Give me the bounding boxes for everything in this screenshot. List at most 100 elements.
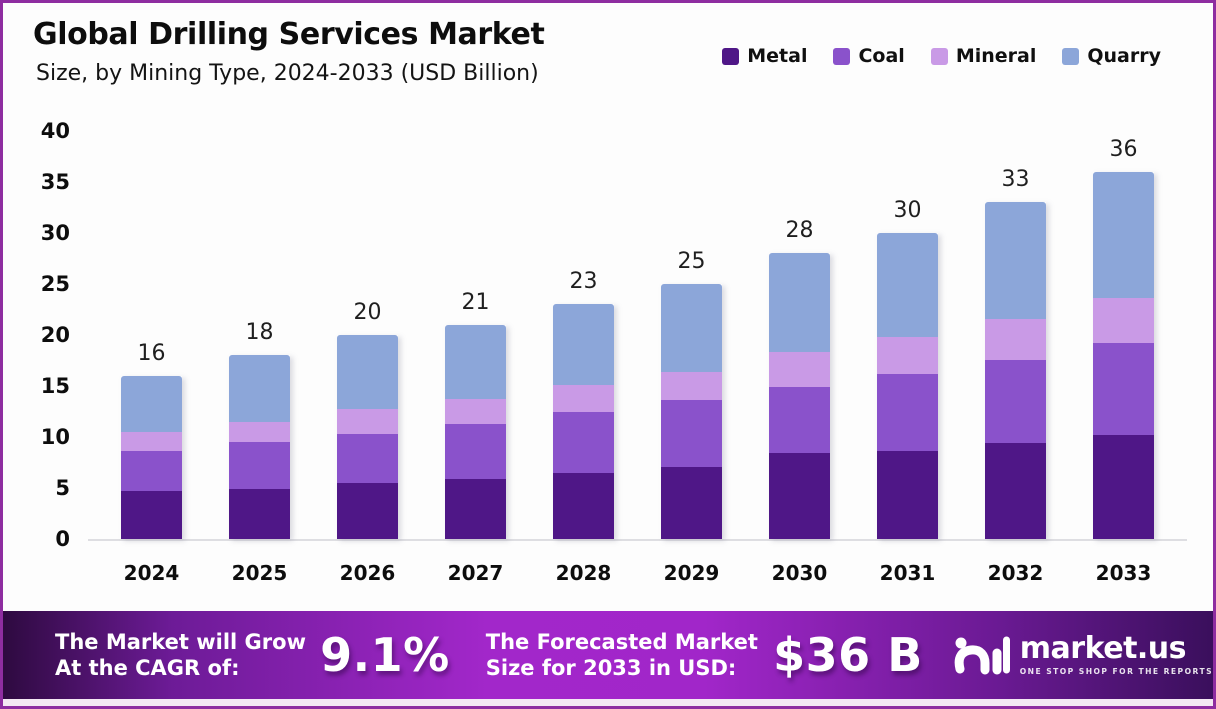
bar-segment-metal-2024 <box>121 491 182 539</box>
bar-segment-coal-2028 <box>553 411 614 473</box>
bar-segment-metal-2027 <box>445 478 506 539</box>
forecast-label: The Forecasted Market Size for 2033 in U… <box>486 629 763 682</box>
banner-bottom-strip <box>3 699 1213 706</box>
bar-2029: 25 2029 <box>661 133 722 585</box>
bar-stack-2026 <box>337 335 398 539</box>
bar-total-label-2031: 30 <box>893 198 922 223</box>
legend-swatch-icon <box>930 47 948 65</box>
bar-segment-quarry-2031 <box>877 233 938 338</box>
bar-segment-metal-2032 <box>985 443 1046 539</box>
forecast-label-line2: Size for 2033 in USD: <box>485 656 737 680</box>
y-axis-tick-40: 40 <box>40 119 70 143</box>
bar-segment-coal-2025 <box>229 442 290 490</box>
bar-2031: 30 2031 <box>877 133 938 585</box>
logo-tagline: ONE STOP SHOP FOR THE REPORTS <box>1019 667 1213 676</box>
bar-total-label-2029: 25 <box>677 249 706 274</box>
bar-segment-quarry-2026 <box>337 335 398 410</box>
cagr-label-line1: The Market will Grow <box>55 629 306 654</box>
page-subtitle: Size, by Mining Type, 2024-2033 (USD Bil… <box>36 61 539 86</box>
forecast-label-line1: The Forecasted Market <box>485 629 758 654</box>
cagr-label: The Market will Grow At the CAGR of: <box>55 629 306 682</box>
bar-segment-mineral-2032 <box>985 318 1046 360</box>
bar-total-label-2032: 33 <box>1001 167 1030 193</box>
bar-segment-mineral-2027 <box>445 399 506 424</box>
bar-segment-quarry-2024 <box>121 375 182 432</box>
legend-label: Coal <box>858 45 905 67</box>
bar-total-label-2028: 23 <box>569 269 598 295</box>
bar-segment-coal-2033 <box>1093 343 1154 435</box>
legend-swatch-icon <box>722 47 740 65</box>
legend-label: Mineral <box>955 45 1037 67</box>
bar-segment-coal-2031 <box>877 373 938 452</box>
bar-segment-coal-2029 <box>661 400 722 467</box>
bar-2026: 20 2026 <box>337 133 398 585</box>
x-axis-label-2028: 2028 <box>555 561 612 585</box>
bar-segment-mineral-2024 <box>121 431 182 452</box>
bar-segment-coal-2030 <box>769 387 830 454</box>
y-axis-tick-10: 10 <box>40 425 70 449</box>
x-axis-label-2026: 2026 <box>339 561 396 585</box>
y-axis-tick-35: 35 <box>40 170 70 194</box>
bar-segment-metal-2026 <box>337 482 398 539</box>
x-axis-label-2029: 2029 <box>663 561 720 585</box>
forecast-value: $36 B <box>773 628 923 682</box>
chart-legend: Metal Coal Mineral Quarry <box>722 45 1161 67</box>
x-axis-label-2025: 2025 <box>231 561 288 585</box>
bar-segment-metal-2028 <box>553 472 614 539</box>
y-axis-tick-5: 5 <box>55 476 70 500</box>
x-axis-label-2032: 2032 <box>987 561 1044 585</box>
bar-segment-quarry-2030 <box>769 253 830 353</box>
logo-name: market.us <box>1019 631 1187 666</box>
bar-2024: 16 2024 <box>121 133 182 585</box>
bar-segment-metal-2029 <box>661 466 722 539</box>
bar-2025: 18 2025 <box>229 133 290 585</box>
bar-stack-2029 <box>661 284 722 539</box>
bar-segment-quarry-2032 <box>985 202 1046 319</box>
summary-banner: The Market will Grow At the CAGR of: 9.1… <box>3 611 1213 699</box>
bar-segment-coal-2026 <box>337 433 398 483</box>
legend-item-coal: Coal <box>833 45 905 67</box>
page-title: Global Drilling Services Market <box>33 17 545 52</box>
x-axis-label-2030: 2030 <box>771 561 828 585</box>
bar-segment-metal-2033 <box>1093 434 1154 539</box>
bar-total-label-2024: 16 <box>137 340 166 366</box>
legend-item-quarry: Quarry <box>1062 45 1161 67</box>
bar-segment-quarry-2028 <box>553 304 614 385</box>
y-axis-tick-20: 20 <box>40 323 70 347</box>
bar-stack-2031 <box>877 233 938 539</box>
market-us-logo-icon <box>954 636 1010 675</box>
bar-segment-mineral-2033 <box>1093 298 1154 344</box>
bar-stack-2027 <box>445 324 506 539</box>
bar-segment-mineral-2029 <box>661 371 722 401</box>
x-axis-label-2027: 2027 <box>447 561 504 585</box>
bar-2030: 28 2030 <box>769 133 830 585</box>
logo-text-block: market.us ONE STOP SHOP FOR THE REPORTS <box>1019 631 1213 677</box>
bar-2027: 21 2027 <box>445 133 506 585</box>
bar-2032: 33 2032 <box>985 133 1046 585</box>
legend-swatch-icon <box>833 47 851 65</box>
y-axis-tick-30: 30 <box>40 221 70 245</box>
bar-segment-metal-2031 <box>877 451 938 539</box>
bar-total-label-2027: 21 <box>461 289 490 315</box>
bar-2028: 23 2028 <box>553 133 614 585</box>
bar-stack-2032 <box>985 202 1046 539</box>
market-us-logo: market.us ONE STOP SHOP FOR THE REPORTS <box>953 631 1213 679</box>
legend-label: Metal <box>747 45 808 67</box>
bar-segment-mineral-2030 <box>769 352 830 388</box>
bar-segment-mineral-2025 <box>229 421 290 443</box>
cagr-value: 9.1% <box>320 628 450 682</box>
bar-stack-2033 <box>1093 171 1154 539</box>
x-axis-label-2024: 2024 <box>123 561 180 585</box>
bar-segment-mineral-2031 <box>877 337 938 374</box>
bar-segment-coal-2024 <box>121 451 182 492</box>
bar-segment-quarry-2033 <box>1093 171 1154 299</box>
legend-label: Quarry <box>1087 45 1161 67</box>
bar-stack-2024 <box>121 375 182 539</box>
bar-segment-mineral-2026 <box>337 409 398 434</box>
legend-swatch-icon <box>1062 47 1080 65</box>
y-axis-tick-25: 25 <box>40 272 70 296</box>
y-axis: 0 5 10 15 20 25 30 35 40 <box>28 119 76 551</box>
bar-segment-quarry-2027 <box>445 324 506 400</box>
bar-total-label-2026: 20 <box>353 300 382 325</box>
